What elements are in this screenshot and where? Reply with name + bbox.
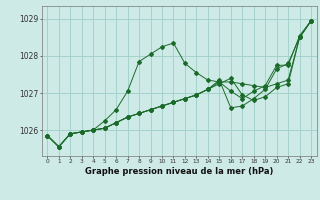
X-axis label: Graphe pression niveau de la mer (hPa): Graphe pression niveau de la mer (hPa) xyxy=(85,167,273,176)
